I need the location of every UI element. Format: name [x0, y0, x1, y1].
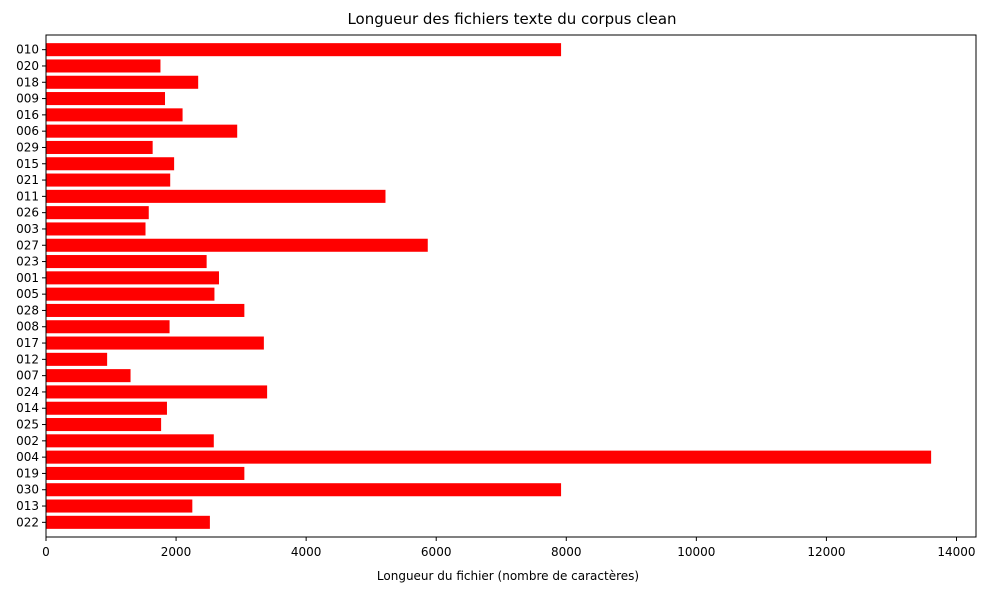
y-tick-label: 018: [16, 75, 39, 89]
x-tick-label: 12000: [807, 545, 845, 559]
bar-011: [46, 189, 386, 203]
y-tick-label: 022: [16, 515, 39, 529]
bar-025: [46, 418, 162, 432]
y-tick-label: 019: [16, 466, 39, 480]
y-tick-label: 021: [16, 173, 39, 187]
y-tick-label: 003: [16, 222, 39, 236]
bar-010: [46, 43, 562, 57]
x-tick-label: 10000: [677, 545, 715, 559]
bar-016: [46, 108, 183, 122]
bar-008: [46, 320, 170, 334]
bar-020: [46, 59, 161, 73]
y-tick-label: 014: [16, 401, 39, 415]
x-tick-label: 4000: [291, 545, 322, 559]
bar-004: [46, 450, 932, 464]
y-tick-label: 028: [16, 303, 39, 317]
bar-023: [46, 255, 207, 269]
bar-028: [46, 303, 245, 317]
bar-007: [46, 369, 131, 383]
bar-021: [46, 173, 171, 187]
y-tick-label: 029: [16, 140, 39, 154]
bar-013: [46, 499, 193, 513]
y-tick-label: 016: [16, 108, 39, 122]
y-tick-label: 023: [16, 255, 39, 269]
bar-022: [46, 515, 210, 529]
x-axis-ticks: 0 2000 4000 6000 8000 10000 12000 14000: [42, 537, 976, 559]
y-tick-label: 006: [16, 124, 39, 138]
chart-title: Longueur des fichiers texte du corpus cl…: [347, 10, 676, 28]
bar-002: [46, 434, 214, 448]
y-tick-label: 005: [16, 287, 39, 301]
bar-030: [46, 483, 562, 497]
bars-group: [46, 43, 932, 529]
y-tick-label: 017: [16, 336, 39, 350]
y-tick-label: 002: [16, 434, 39, 448]
y-tick-label: 011: [16, 189, 39, 203]
y-tick-label: 027: [16, 238, 39, 252]
bar-026: [46, 206, 149, 220]
x-axis-label: Longueur du fichier (nombre de caractère…: [377, 569, 639, 583]
y-axis-ticks: 010 020 018 009 016 006 029 015 021 011 026 003 027 0…: [16, 43, 46, 529]
y-tick-label: 026: [16, 206, 39, 220]
y-tick-label: 010: [16, 43, 39, 57]
y-tick-label: 009: [16, 92, 39, 106]
y-tick-label: 007: [16, 369, 39, 383]
x-tick-label: 6000: [421, 545, 452, 559]
bar-017: [46, 336, 264, 350]
bar-001: [46, 271, 219, 285]
y-tick-label: 012: [16, 352, 39, 366]
y-tick-label: 025: [16, 418, 39, 432]
bar-027: [46, 238, 428, 252]
y-tick-label: 008: [16, 320, 39, 334]
bar-015: [46, 157, 175, 171]
x-tick-label: 14000: [937, 545, 975, 559]
y-tick-label: 013: [16, 499, 39, 513]
plot-frame: [45, 34, 977, 538]
y-tick-label: 001: [16, 271, 39, 285]
y-tick-label: 020: [16, 59, 39, 73]
x-tick-label: 2000: [161, 545, 192, 559]
bar-005: [46, 287, 215, 301]
bar-019: [46, 466, 245, 480]
bar-003: [46, 222, 146, 236]
bar-006: [46, 124, 238, 138]
bar-014: [46, 401, 167, 415]
x-tick-label: 0: [42, 545, 50, 559]
bar-009: [46, 92, 166, 106]
y-tick-label: 030: [16, 483, 39, 497]
bar-029: [46, 140, 153, 154]
x-tick-label: 8000: [551, 545, 582, 559]
bar-018: [46, 75, 199, 89]
y-tick-label: 015: [16, 157, 39, 171]
y-tick-label: 024: [16, 385, 39, 399]
bar-012: [46, 352, 108, 366]
bar-024: [46, 385, 268, 399]
y-tick-label: 004: [16, 450, 39, 464]
